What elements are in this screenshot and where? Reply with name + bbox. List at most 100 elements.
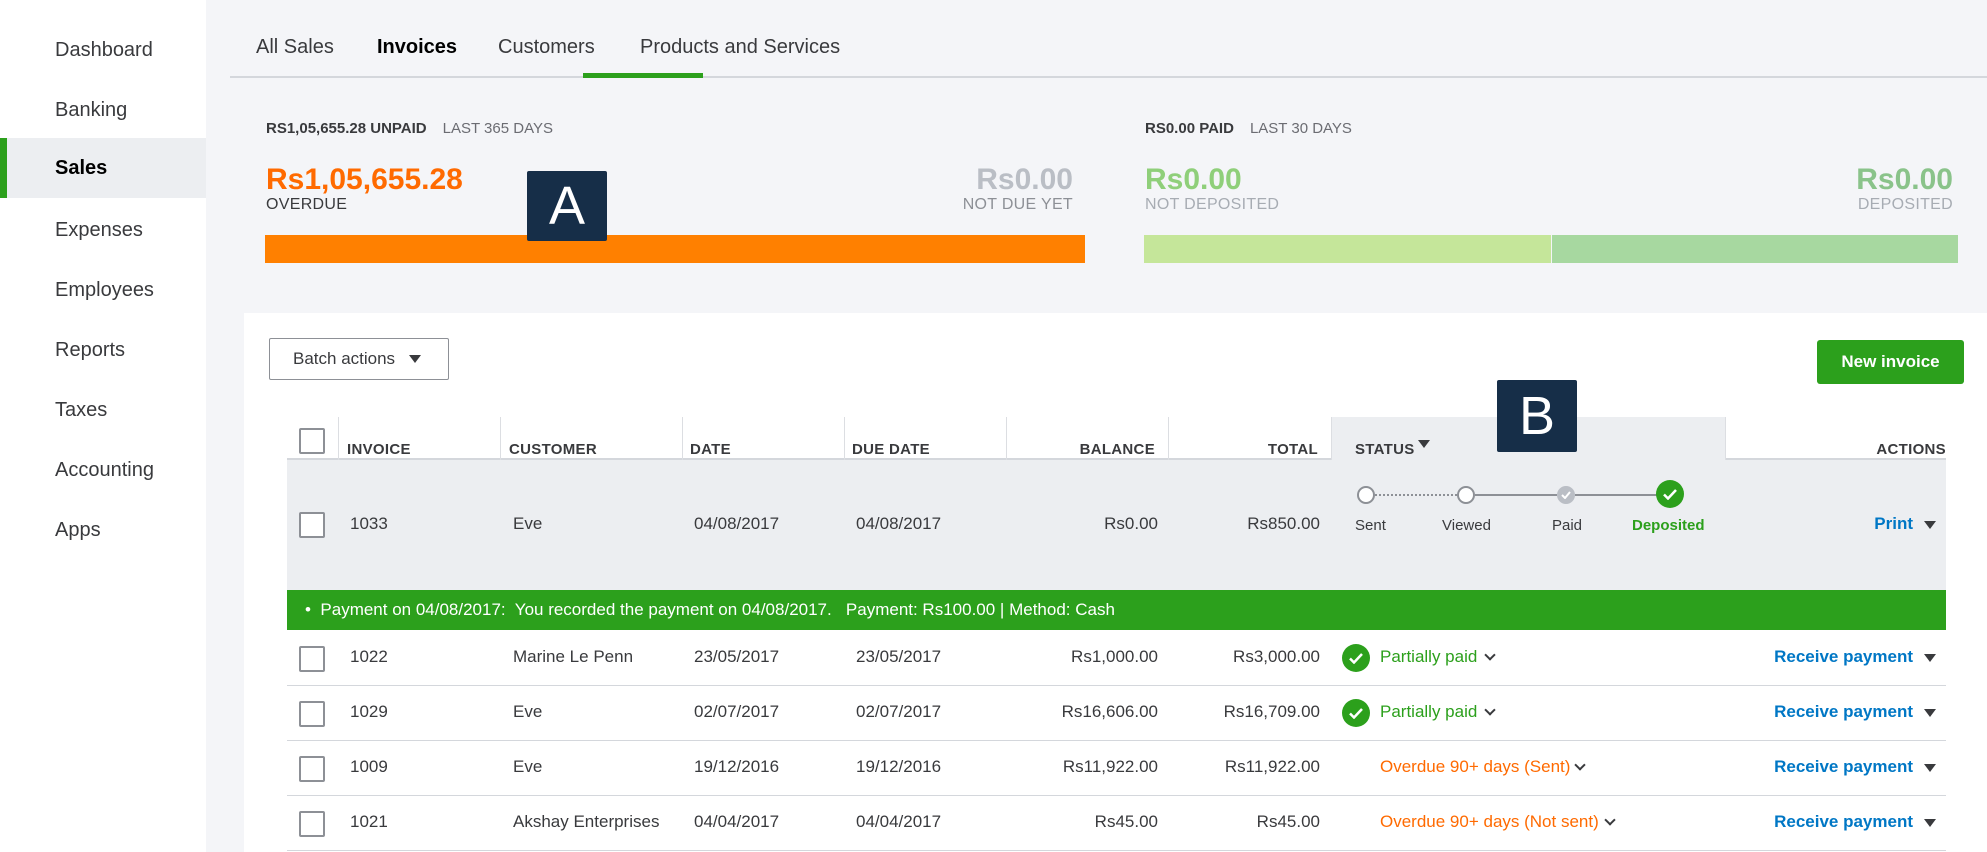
cell-invoice: 1033 xyxy=(350,514,388,533)
cell-balance: Rs11,922.00 xyxy=(1062,757,1158,776)
cell-date: 19/12/2016 xyxy=(694,757,780,776)
overdue-bar[interactable] xyxy=(265,235,1085,263)
header-due-date[interactable]: DUE DATE xyxy=(852,441,930,458)
header-invoice[interactable]: INVOICE xyxy=(347,441,411,458)
sidebar-item-taxes[interactable]: Taxes xyxy=(0,380,206,440)
check-circle-icon xyxy=(1342,644,1370,672)
tab-invoices[interactable]: Invoices xyxy=(377,36,458,58)
print-link[interactable]: Print xyxy=(1874,514,1913,533)
cell-due-date: 19/12/2016 xyxy=(856,757,942,776)
row-checkbox[interactable] xyxy=(299,701,325,727)
column-separator xyxy=(1725,417,1726,460)
deposited-bar[interactable] xyxy=(1552,235,1958,263)
header-status[interactable]: STATUS xyxy=(1355,441,1415,458)
batch-actions-button[interactable]: Batch actions xyxy=(269,338,449,380)
sidebar-item-reports[interactable]: Reports xyxy=(0,320,206,380)
caret-down-icon xyxy=(409,355,422,363)
step-paid-check-icon xyxy=(1557,486,1575,504)
not-deposited-bar[interactable] xyxy=(1144,235,1551,263)
not-deposited-label: NOT DEPOSITED xyxy=(1145,196,1280,213)
sidebar-item-sales[interactable]: Sales xyxy=(0,138,206,198)
cell-invoice: 1029 xyxy=(350,702,388,721)
overdue-label: OVERDUE xyxy=(266,196,348,213)
sidebar-item-label: Banking xyxy=(55,98,128,121)
column-separator xyxy=(844,417,845,460)
header-actions: ACTIONS xyxy=(1876,441,1946,458)
sidebar-item-expenses[interactable]: Expenses xyxy=(0,200,206,260)
sidebar-item-employees[interactable]: Employees xyxy=(0,260,206,320)
receive-payment-link[interactable]: Receive payment xyxy=(1774,812,1913,831)
column-separator xyxy=(1006,417,1007,460)
header-balance[interactable]: BALANCE xyxy=(1079,441,1155,458)
column-separator xyxy=(500,417,501,460)
cell-customer: Akshay Enterprises xyxy=(513,812,660,831)
row-actions-caret-icon[interactable] xyxy=(1924,521,1936,529)
receive-payment-link[interactable]: Receive payment xyxy=(1774,702,1913,721)
row-checkbox[interactable] xyxy=(299,512,325,538)
sidebar-item-apps[interactable]: Apps xyxy=(0,500,206,560)
cell-balance: Rs0.00 xyxy=(1104,514,1158,533)
sidebar-item-banking[interactable]: Banking xyxy=(0,80,206,140)
tab-all-sales[interactable]: All Sales xyxy=(256,36,334,58)
check-circle-icon xyxy=(1342,699,1370,727)
select-all-checkbox[interactable] xyxy=(299,428,325,454)
cell-date: 02/07/2017 xyxy=(694,702,780,721)
sidebar: Dashboard Banking Sales Expenses Employe… xyxy=(0,0,206,852)
cell-invoice: 1009 xyxy=(350,757,388,776)
cell-customer: Marine Le Penn xyxy=(513,647,634,666)
status-text[interactable]: Partially paid xyxy=(1380,702,1478,721)
step-viewed-icon xyxy=(1457,486,1475,504)
row-checkbox[interactable] xyxy=(299,811,325,837)
receive-payment-link[interactable]: Receive payment xyxy=(1774,647,1913,666)
table-header xyxy=(287,417,1946,460)
cell-balance: Rs16,606.00 xyxy=(1061,702,1158,721)
row-checkbox[interactable] xyxy=(299,756,325,782)
not-due-amount: Rs0.00 xyxy=(976,163,1073,196)
annotation-marker-b: B xyxy=(1497,380,1577,452)
cell-total: Rs45.00 xyxy=(1256,812,1320,831)
active-tab-indicator xyxy=(583,73,703,78)
cell-due-date: 04/04/2017 xyxy=(856,812,942,831)
sidebar-item-accounting[interactable]: Accounting xyxy=(0,440,206,500)
tab-products-and-services[interactable]: Products and Services xyxy=(640,36,841,58)
row-actions-caret-icon[interactable] xyxy=(1924,709,1936,717)
receive-payment-link[interactable]: Receive payment xyxy=(1774,757,1913,776)
row-checkbox[interactable] xyxy=(299,646,325,672)
sidebar-item-label: Apps xyxy=(55,518,101,541)
tab-customers[interactable]: Customers xyxy=(498,36,595,58)
sidebar-item-label: Reports xyxy=(55,338,126,361)
cell-total: Rs850.00 xyxy=(1247,514,1320,533)
header-customer[interactable]: CUSTOMER xyxy=(509,441,597,458)
row-actions-caret-icon[interactable] xyxy=(1924,819,1936,827)
cell-date: 23/05/2017 xyxy=(694,647,780,666)
header-total[interactable]: TOTAL xyxy=(1267,441,1318,458)
column-separator xyxy=(1168,417,1169,460)
paid-summary-header: RS0.00 PAID LAST 30 DAYS xyxy=(1145,120,1352,137)
sidebar-item-label: Taxes xyxy=(55,398,108,421)
status-text[interactable]: Overdue 90+ days (Not sent) xyxy=(1380,812,1599,831)
sort-caret-icon[interactable] xyxy=(1418,440,1430,448)
step-sent-label: Sent xyxy=(1355,517,1386,534)
row-actions-caret-icon[interactable] xyxy=(1924,654,1936,662)
status-text[interactable]: Overdue 90+ days (Sent) xyxy=(1380,757,1571,776)
status-text[interactable]: Partially paid xyxy=(1380,647,1478,666)
row-divider xyxy=(287,850,1946,851)
status-stepper-track xyxy=(1375,494,1657,496)
row-divider xyxy=(287,740,1946,741)
cell-date: 04/04/2017 xyxy=(694,812,780,831)
step-sent-icon xyxy=(1357,486,1375,504)
cell-total: Rs16,709.00 xyxy=(1223,702,1320,721)
sidebar-item-dashboard[interactable]: Dashboard xyxy=(0,20,206,80)
header-date[interactable]: DATE xyxy=(690,441,731,458)
cell-due-date: 23/05/2017 xyxy=(856,647,942,666)
row-actions-caret-icon[interactable] xyxy=(1924,764,1936,772)
sidebar-item-label: Dashboard xyxy=(55,38,153,61)
new-invoice-button[interactable]: New invoice xyxy=(1817,340,1964,384)
annotation-marker-a: A xyxy=(527,171,607,241)
cell-date: 04/08/2017 xyxy=(694,514,780,533)
cell-balance: Rs1,000.00 xyxy=(1071,647,1158,666)
not-deposited-amount: Rs0.00 xyxy=(1145,163,1242,196)
sidebar-item-label: Sales xyxy=(55,156,108,179)
cell-invoice: 1021 xyxy=(350,812,388,831)
